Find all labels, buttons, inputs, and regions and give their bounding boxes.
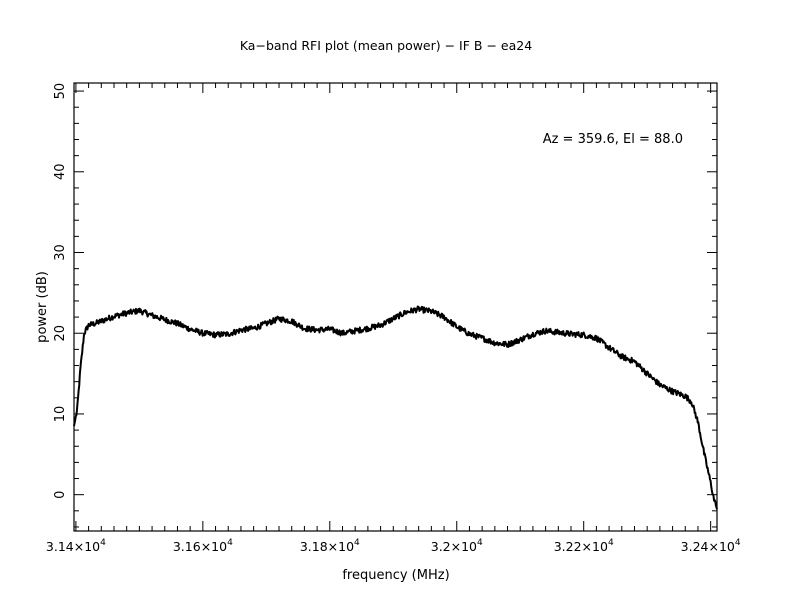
y-tick-label: 10 (53, 406, 68, 423)
x-tick-label: 3.14×104 (46, 538, 106, 554)
x-tick-label: 3.24×104 (681, 538, 741, 554)
x-axis: 3.14×104 3.16×104 3.18×104 3.2×104 3.22×104 3… (46, 83, 741, 554)
y-tick-label: 0 (53, 491, 68, 499)
y-axis-label: power (dB) (35, 271, 50, 343)
y-tick-label: 20 (53, 325, 68, 342)
y-tick-label: 40 (53, 164, 68, 181)
chart-title: Ka−band RFI plot (mean power) − IF B − e… (240, 38, 532, 53)
y-tick-label: 30 (53, 244, 68, 261)
az-el-annotation: Az = 359.6, El = 88.0 (543, 132, 683, 147)
power-series-line (73, 305, 718, 510)
x-tick-label: 3.2×104 (431, 538, 483, 554)
x-tick-label: 3.22×104 (554, 538, 614, 554)
plot-area-frame (73, 82, 718, 532)
y-axis: 0 10 20 30 40 50 (53, 83, 717, 528)
x-axis-label: frequency (MHz) (342, 568, 449, 583)
y-tick-label: 50 (53, 83, 68, 100)
x-tick-label: 3.16×104 (173, 538, 233, 554)
x-tick-label: 3.18×104 (300, 538, 360, 554)
